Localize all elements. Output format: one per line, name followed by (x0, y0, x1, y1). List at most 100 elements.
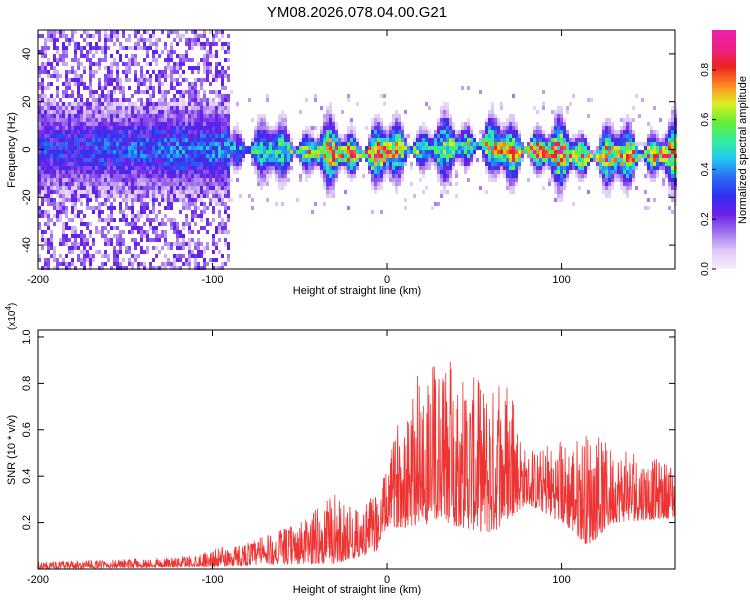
spectrogram-cell (632, 130, 635, 134)
spectrogram-cell (59, 126, 62, 130)
spectrogram-cell (485, 130, 488, 134)
spectrogram-cell (311, 142, 314, 146)
spectrogram-cell (158, 86, 161, 90)
spectrogram-cell (86, 146, 89, 150)
spectrogram-cell (431, 150, 434, 154)
spectrogram-cell (44, 262, 47, 266)
spectrogram-cell (275, 162, 278, 166)
spectrogram-cell (590, 98, 593, 102)
spectrogram-cell (614, 138, 617, 142)
spectrogram-cell (119, 154, 122, 158)
spectrogram-cell (188, 246, 191, 250)
spectrogram-cell (269, 134, 272, 138)
spectrogram-cell (584, 138, 587, 142)
spectrogram-cell (155, 146, 158, 150)
spectrogram-cell (89, 162, 92, 166)
spectrogram-cell (134, 78, 137, 82)
spectrogram-cell (179, 142, 182, 146)
spectrogram-cell (188, 258, 191, 262)
spectrogram-cell (404, 206, 407, 210)
spectrogram-cell (161, 222, 164, 226)
spectrogram-cell (167, 150, 170, 154)
spectrogram-cell (83, 130, 86, 134)
spectrogram-cell (647, 150, 650, 154)
spectrogram-cell (200, 146, 203, 150)
spectrogram-cell (197, 170, 200, 174)
spectrogram-cell (146, 62, 149, 66)
spectrogram-cell (662, 150, 665, 154)
spectrogram-cell (176, 170, 179, 174)
spectrogram-cell (113, 150, 116, 154)
spectrogram-cell (119, 102, 122, 106)
spectrogram-cell (44, 182, 47, 186)
spectrogram-cell (89, 134, 92, 138)
spectrogram-cell (620, 186, 623, 190)
spectrogram-cell (77, 182, 80, 186)
spectrogram-cell (188, 166, 191, 170)
spectrogram-cell (257, 178, 260, 182)
spectrogram-cell (197, 146, 200, 150)
spectrogram-cell (113, 102, 116, 106)
spectrogram-cell (77, 234, 80, 238)
spectrogram-cell (341, 138, 344, 142)
spectrogram-cell (221, 218, 224, 222)
spectrogram-cell (557, 198, 560, 202)
spectrogram-cell (329, 154, 332, 158)
spectrogram-cell (170, 174, 173, 178)
spectrogram-cell (341, 150, 344, 154)
spectrogram-cell (665, 170, 668, 174)
spectrogram-cell (41, 94, 44, 98)
spectrogram-cell (260, 150, 263, 154)
spectrogram-cell (266, 166, 269, 170)
spectrogram-cell (629, 150, 632, 154)
spectrogram-cell (605, 146, 608, 150)
spectrogram-cell (134, 102, 137, 106)
spectrogram-cell (254, 146, 257, 150)
spectrogram-cell (269, 158, 272, 162)
spectrogram-cell (104, 194, 107, 198)
spectrogram-cell (89, 50, 92, 54)
spectrogram-cell (215, 246, 218, 250)
spectrogram-cell (467, 146, 470, 150)
spectrogram-cell (164, 46, 167, 50)
spectrogram-cell (506, 162, 509, 166)
spectrogram-cell (224, 142, 227, 146)
spectrogram-cell (338, 162, 341, 166)
spectrogram-cell (128, 170, 131, 174)
spectrogram-cell (485, 190, 488, 194)
spectrogram-cell (197, 254, 200, 258)
spectrogram-cell (194, 142, 197, 146)
spectrogram-cell (194, 110, 197, 114)
spectrogram-cell (260, 138, 263, 142)
spectrogram-cell (104, 58, 107, 62)
spectrogram-cell (395, 158, 398, 162)
spectrogram-cell (152, 106, 155, 110)
spectrogram-cell (164, 182, 167, 186)
spectrogram-cell (563, 186, 566, 190)
spectrogram-cell (224, 182, 227, 186)
spectrogram-cell (536, 150, 539, 154)
spectrogram-cell (224, 238, 227, 242)
spectrogram-cell (167, 206, 170, 210)
spectrogram-cell (158, 54, 161, 58)
spectrogram-cell (119, 238, 122, 242)
spectrogram-cell (224, 114, 227, 118)
spectrogram-cell (80, 250, 83, 254)
spectrogram-cell (191, 158, 194, 162)
spectrogram-cell (173, 126, 176, 130)
spectrogram-cell (134, 42, 137, 46)
spectrogram-cell (116, 134, 119, 138)
spectrogram-cell (176, 166, 179, 170)
spectrogram-cell (167, 102, 170, 106)
spectrogram-cell (38, 74, 41, 78)
spectrogram-cell (668, 162, 671, 166)
spectrogram-cell (158, 162, 161, 166)
spectrogram-cell (482, 138, 485, 142)
spectrogram-cell (392, 138, 395, 142)
spectrogram-cell (344, 150, 347, 154)
spectrogram-cell (86, 174, 89, 178)
spectrogram-cell (320, 158, 323, 162)
spectrogram-cell (227, 214, 230, 218)
spectrogram-cell (227, 254, 230, 258)
spectrogram-cell (203, 54, 206, 58)
